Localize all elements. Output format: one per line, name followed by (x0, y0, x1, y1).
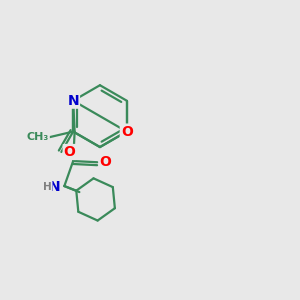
Text: N: N (49, 180, 61, 194)
Text: O: O (121, 124, 133, 139)
Text: N: N (68, 94, 79, 108)
Text: O: O (64, 145, 76, 159)
Text: H: H (43, 182, 52, 192)
Text: O: O (100, 155, 112, 169)
Text: CH₃: CH₃ (27, 132, 49, 142)
